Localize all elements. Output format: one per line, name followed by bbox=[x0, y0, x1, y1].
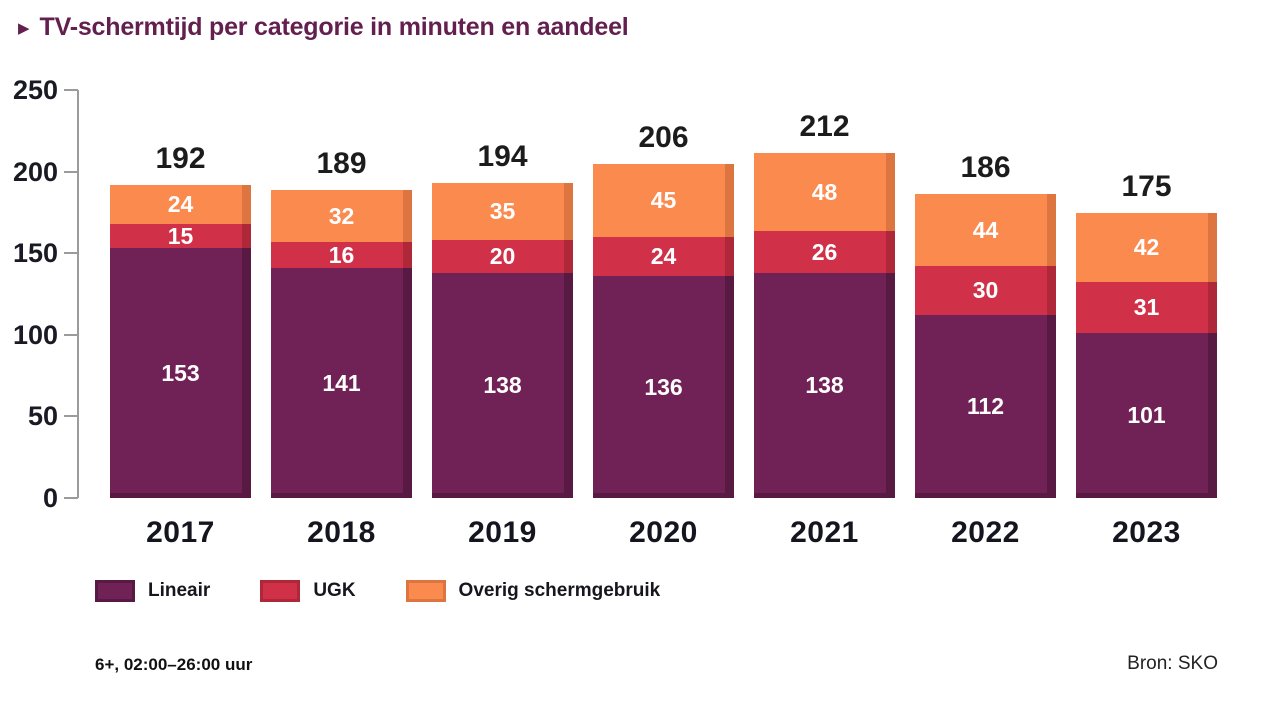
segment-ugk-2023: 31 bbox=[1076, 282, 1217, 333]
triangle-bullet-icon: ▶ bbox=[18, 20, 30, 37]
chart-title-row: ▶ TV-schermtijd per categorie in minuten… bbox=[18, 13, 629, 42]
y-axis-tick bbox=[64, 252, 78, 255]
segment-value-label: 48 bbox=[811, 178, 838, 205]
segment-lineair-2023: 101 bbox=[1076, 333, 1217, 498]
y-axis-tick-label: 250 bbox=[12, 75, 58, 105]
bar-2019: 138 20 35 bbox=[432, 183, 573, 498]
y-axis-tick bbox=[64, 415, 78, 418]
x-axis-label-2017: 2017 bbox=[146, 516, 215, 549]
segment-value-label: 16 bbox=[328, 241, 355, 268]
legend: Lineair UGK Overig schermgebruik bbox=[95, 580, 660, 602]
segment-overig-schermgebruik-2018: 32 bbox=[271, 190, 412, 242]
y-axis-tick-label: 100 bbox=[12, 319, 58, 350]
total-label-2022: 186 bbox=[960, 151, 1011, 184]
y-axis-tick bbox=[64, 89, 78, 91]
segment-value-label: 112 bbox=[966, 393, 1005, 419]
segment-ugk-2022: 30 bbox=[915, 266, 1056, 315]
segment-value-label: 35 bbox=[489, 198, 516, 224]
bar-2022: 112 30 44 bbox=[915, 194, 1056, 498]
segment-overig-schermgebruik-2017: 24 bbox=[110, 185, 251, 224]
legend-label: Lineair bbox=[148, 580, 211, 601]
legend-swatch-icon bbox=[260, 580, 301, 602]
y-axis-tick-label: 150 bbox=[12, 238, 58, 269]
source-credit: Bron: SKO bbox=[1127, 653, 1218, 674]
bar-2017: 153 15 24 bbox=[110, 185, 251, 498]
legend-item-overig-schermgebruik: Overig schermgebruik bbox=[405, 580, 661, 602]
total-label-2018: 189 bbox=[316, 147, 367, 180]
bar-2020: 136 24 45 bbox=[593, 164, 734, 498]
segment-value-label: 26 bbox=[811, 238, 838, 265]
segment-value-label: 30 bbox=[972, 277, 999, 303]
y-axis-tick bbox=[64, 333, 78, 336]
y-axis-tick-label: 50 bbox=[27, 401, 58, 432]
total-label-2017: 192 bbox=[155, 142, 206, 175]
y-axis-tick bbox=[64, 170, 78, 173]
x-axis-label-2021: 2021 bbox=[790, 516, 859, 549]
y-axis-tick-label: 200 bbox=[12, 156, 58, 187]
y-axis-line bbox=[77, 90, 79, 498]
segment-value-label: 15 bbox=[167, 222, 194, 249]
plot-area: 0 50 100 150 200 250 153 15 24 192 2017 141 16 32 189 2… bbox=[0, 77, 1280, 549]
legend-item-lineair: Lineair bbox=[95, 580, 210, 602]
y-axis-tick-label: 0 bbox=[42, 483, 58, 513]
segment-value-label: 138 bbox=[483, 372, 522, 398]
segment-value-label: 44 bbox=[972, 216, 999, 243]
x-axis-label-2023: 2023 bbox=[1112, 516, 1181, 549]
total-label-2019: 194 bbox=[477, 140, 528, 173]
x-axis-label-2019: 2019 bbox=[468, 516, 537, 549]
legend-item-ugk: UGK bbox=[260, 580, 356, 602]
segment-value-label: 153 bbox=[161, 359, 200, 386]
segment-overig-schermgebruik-2022: 44 bbox=[915, 194, 1056, 266]
total-label-2020: 206 bbox=[638, 121, 689, 154]
segment-lineair-2022: 112 bbox=[915, 315, 1056, 498]
segment-value-label: 24 bbox=[650, 243, 677, 269]
segment-ugk-2017: 15 bbox=[110, 224, 251, 248]
total-label-2023: 175 bbox=[1121, 170, 1172, 203]
segment-overig-schermgebruik-2021: 48 bbox=[754, 153, 895, 231]
segment-value-label: 32 bbox=[328, 202, 355, 229]
total-label-2021: 212 bbox=[799, 110, 850, 143]
segment-value-label: 138 bbox=[805, 372, 844, 398]
segment-ugk-2019: 20 bbox=[432, 240, 573, 273]
segment-lineair-2020: 136 bbox=[593, 276, 734, 498]
chart-title: TV-schermtijd per categorie in minuten e… bbox=[39, 13, 629, 41]
legend-label: Overig schermgebruik bbox=[458, 580, 661, 601]
x-axis-label-2018: 2018 bbox=[307, 516, 376, 549]
segment-lineair-2021: 138 bbox=[754, 273, 895, 498]
x-axis-label-2022: 2022 bbox=[951, 516, 1020, 549]
segment-ugk-2020: 24 bbox=[593, 237, 734, 276]
segment-lineair-2019: 138 bbox=[432, 273, 573, 498]
legend-swatch-icon bbox=[405, 580, 446, 602]
legend-label: UGK bbox=[313, 580, 356, 601]
segment-lineair-2018: 141 bbox=[271, 268, 412, 498]
y-axis-tick bbox=[64, 497, 78, 499]
segment-ugk-2018: 16 bbox=[271, 242, 412, 268]
x-axis-label-2020: 2020 bbox=[629, 516, 698, 549]
segment-overig-schermgebruik-2023: 42 bbox=[1076, 213, 1217, 282]
legend-swatch-icon bbox=[95, 580, 135, 602]
segment-value-label: 45 bbox=[650, 187, 677, 213]
segment-overig-schermgebruik-2020: 45 bbox=[593, 164, 734, 237]
segment-value-label: 141 bbox=[322, 369, 361, 396]
segment-value-label: 20 bbox=[489, 243, 516, 269]
segment-value-label: 136 bbox=[644, 373, 683, 400]
segment-value-label: 101 bbox=[1127, 402, 1166, 428]
segment-overig-schermgebruik-2019: 35 bbox=[432, 183, 573, 240]
segment-ugk-2021: 26 bbox=[754, 231, 895, 273]
bar-2023: 101 31 42 bbox=[1076, 213, 1217, 498]
bar-2021: 138 26 48 bbox=[754, 153, 895, 498]
footnote-audience: 6+, 02:00–26:00 uur bbox=[95, 655, 253, 674]
segment-value-label: 42 bbox=[1133, 234, 1160, 260]
segment-value-label: 31 bbox=[1133, 294, 1160, 320]
segment-lineair-2017: 153 bbox=[110, 248, 251, 498]
bar-2018: 141 16 32 bbox=[271, 190, 412, 498]
segment-value-label: 24 bbox=[167, 191, 194, 217]
